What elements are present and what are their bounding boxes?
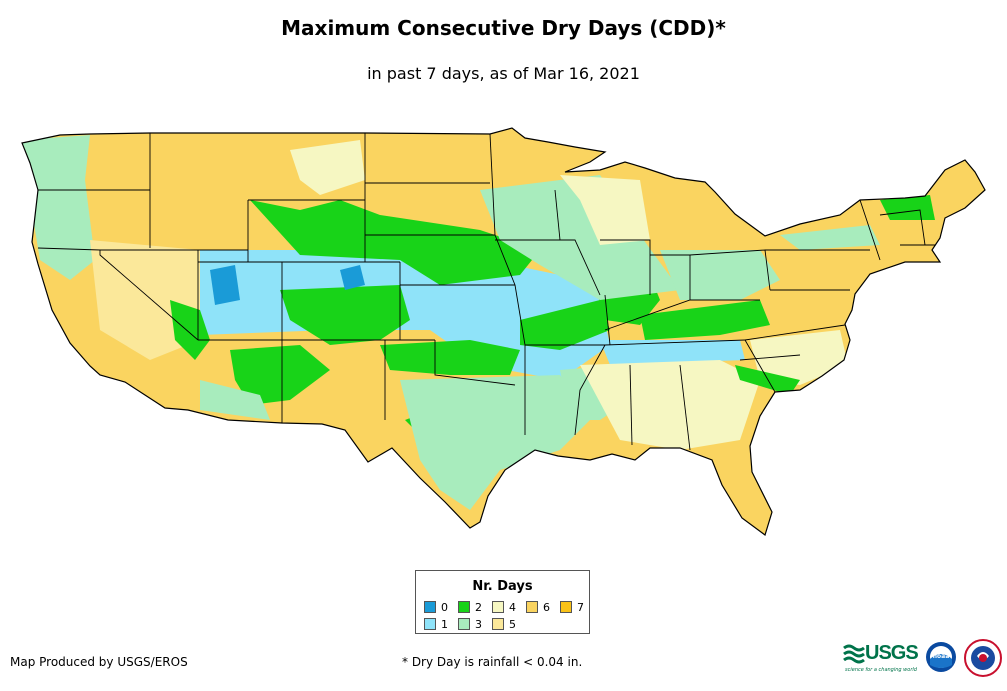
legend-title: Nr. Days xyxy=(472,579,533,594)
zone-3-texas xyxy=(400,375,590,510)
legend-swatch xyxy=(424,601,436,613)
zone-2-kentucky xyxy=(640,300,770,340)
zone-3-west-coast xyxy=(22,135,95,280)
map-subtitle: in past 7 days, as of Mar 16, 2021 xyxy=(367,64,640,83)
zone-0-colorado xyxy=(340,265,365,290)
noaa-label: noaa xyxy=(933,653,950,660)
cdd-zones xyxy=(22,128,985,535)
legend-label: 0 xyxy=(441,600,448,614)
legend-swatch xyxy=(492,618,504,630)
legend-swatch xyxy=(458,618,470,630)
zone-2-ozarks xyxy=(520,300,610,350)
legend-item-1: 1 xyxy=(424,617,448,631)
legend-label: 3 xyxy=(475,617,482,631)
usgs-tagline: science for a changing world xyxy=(845,667,917,673)
legend-label: 2 xyxy=(475,600,482,614)
nws-logo[interactable] xyxy=(963,638,1003,678)
zone-4-south xyxy=(580,360,760,450)
zone-0-utah xyxy=(210,265,240,305)
legend-label: 6 xyxy=(543,600,550,614)
legend-label: 5 xyxy=(509,617,516,631)
zone-4-carolinas xyxy=(750,330,848,385)
legend-item-7: 7 xyxy=(560,600,584,614)
zone-4-montana xyxy=(290,140,365,195)
usgs-logo[interactable]: USGS xyxy=(843,642,919,665)
zone-2-arizona xyxy=(230,345,330,405)
usgs-wave-icon xyxy=(843,642,865,665)
legend-item-3: 3 xyxy=(458,617,482,631)
legend-label: 1 xyxy=(441,617,448,631)
state-borders xyxy=(21,127,986,536)
zone-2-utah xyxy=(170,300,210,360)
zone-2-colorado xyxy=(280,285,410,345)
legend-swatch xyxy=(458,601,470,613)
legend-item-0: 0 xyxy=(424,600,448,614)
zone-1-tennessee xyxy=(600,340,745,365)
zone-4-wisconsin xyxy=(560,175,650,245)
legend-swatch xyxy=(424,618,436,630)
legend-swatch xyxy=(492,601,504,613)
noaa-logo[interactable]: noaa xyxy=(925,641,957,673)
legend: Nr. Days 0 1 2 3 4 5 6 7 xyxy=(415,570,590,634)
zone-2-new-england xyxy=(880,195,935,220)
legend-label: 7 xyxy=(577,600,584,614)
zone-2-nebraska xyxy=(250,200,540,285)
zone-3-southwest xyxy=(200,380,270,420)
usgs-wordmark: USGS xyxy=(865,642,919,664)
legend-item-4: 4 xyxy=(492,600,516,614)
legend-swatch xyxy=(560,601,572,613)
zone-3-newyork xyxy=(780,225,880,250)
legend-swatch xyxy=(526,601,538,613)
zone-2-georgia xyxy=(735,365,800,395)
legend-item-5: 5 xyxy=(492,617,516,631)
zone-3-upper-midwest xyxy=(480,175,680,300)
dry-day-note: * Dry Day is rainfall < 0.04 in. xyxy=(402,655,583,669)
legend-item-2: 2 xyxy=(458,600,482,614)
legend-item-6: 6 xyxy=(526,600,550,614)
legend-label: 4 xyxy=(509,600,516,614)
map-title: Maximum Consecutive Dry Days (CDD)* xyxy=(281,16,726,40)
credit-text: Map Produced by USGS/EROS xyxy=(10,655,188,669)
zone-2-oklahoma xyxy=(380,340,520,375)
